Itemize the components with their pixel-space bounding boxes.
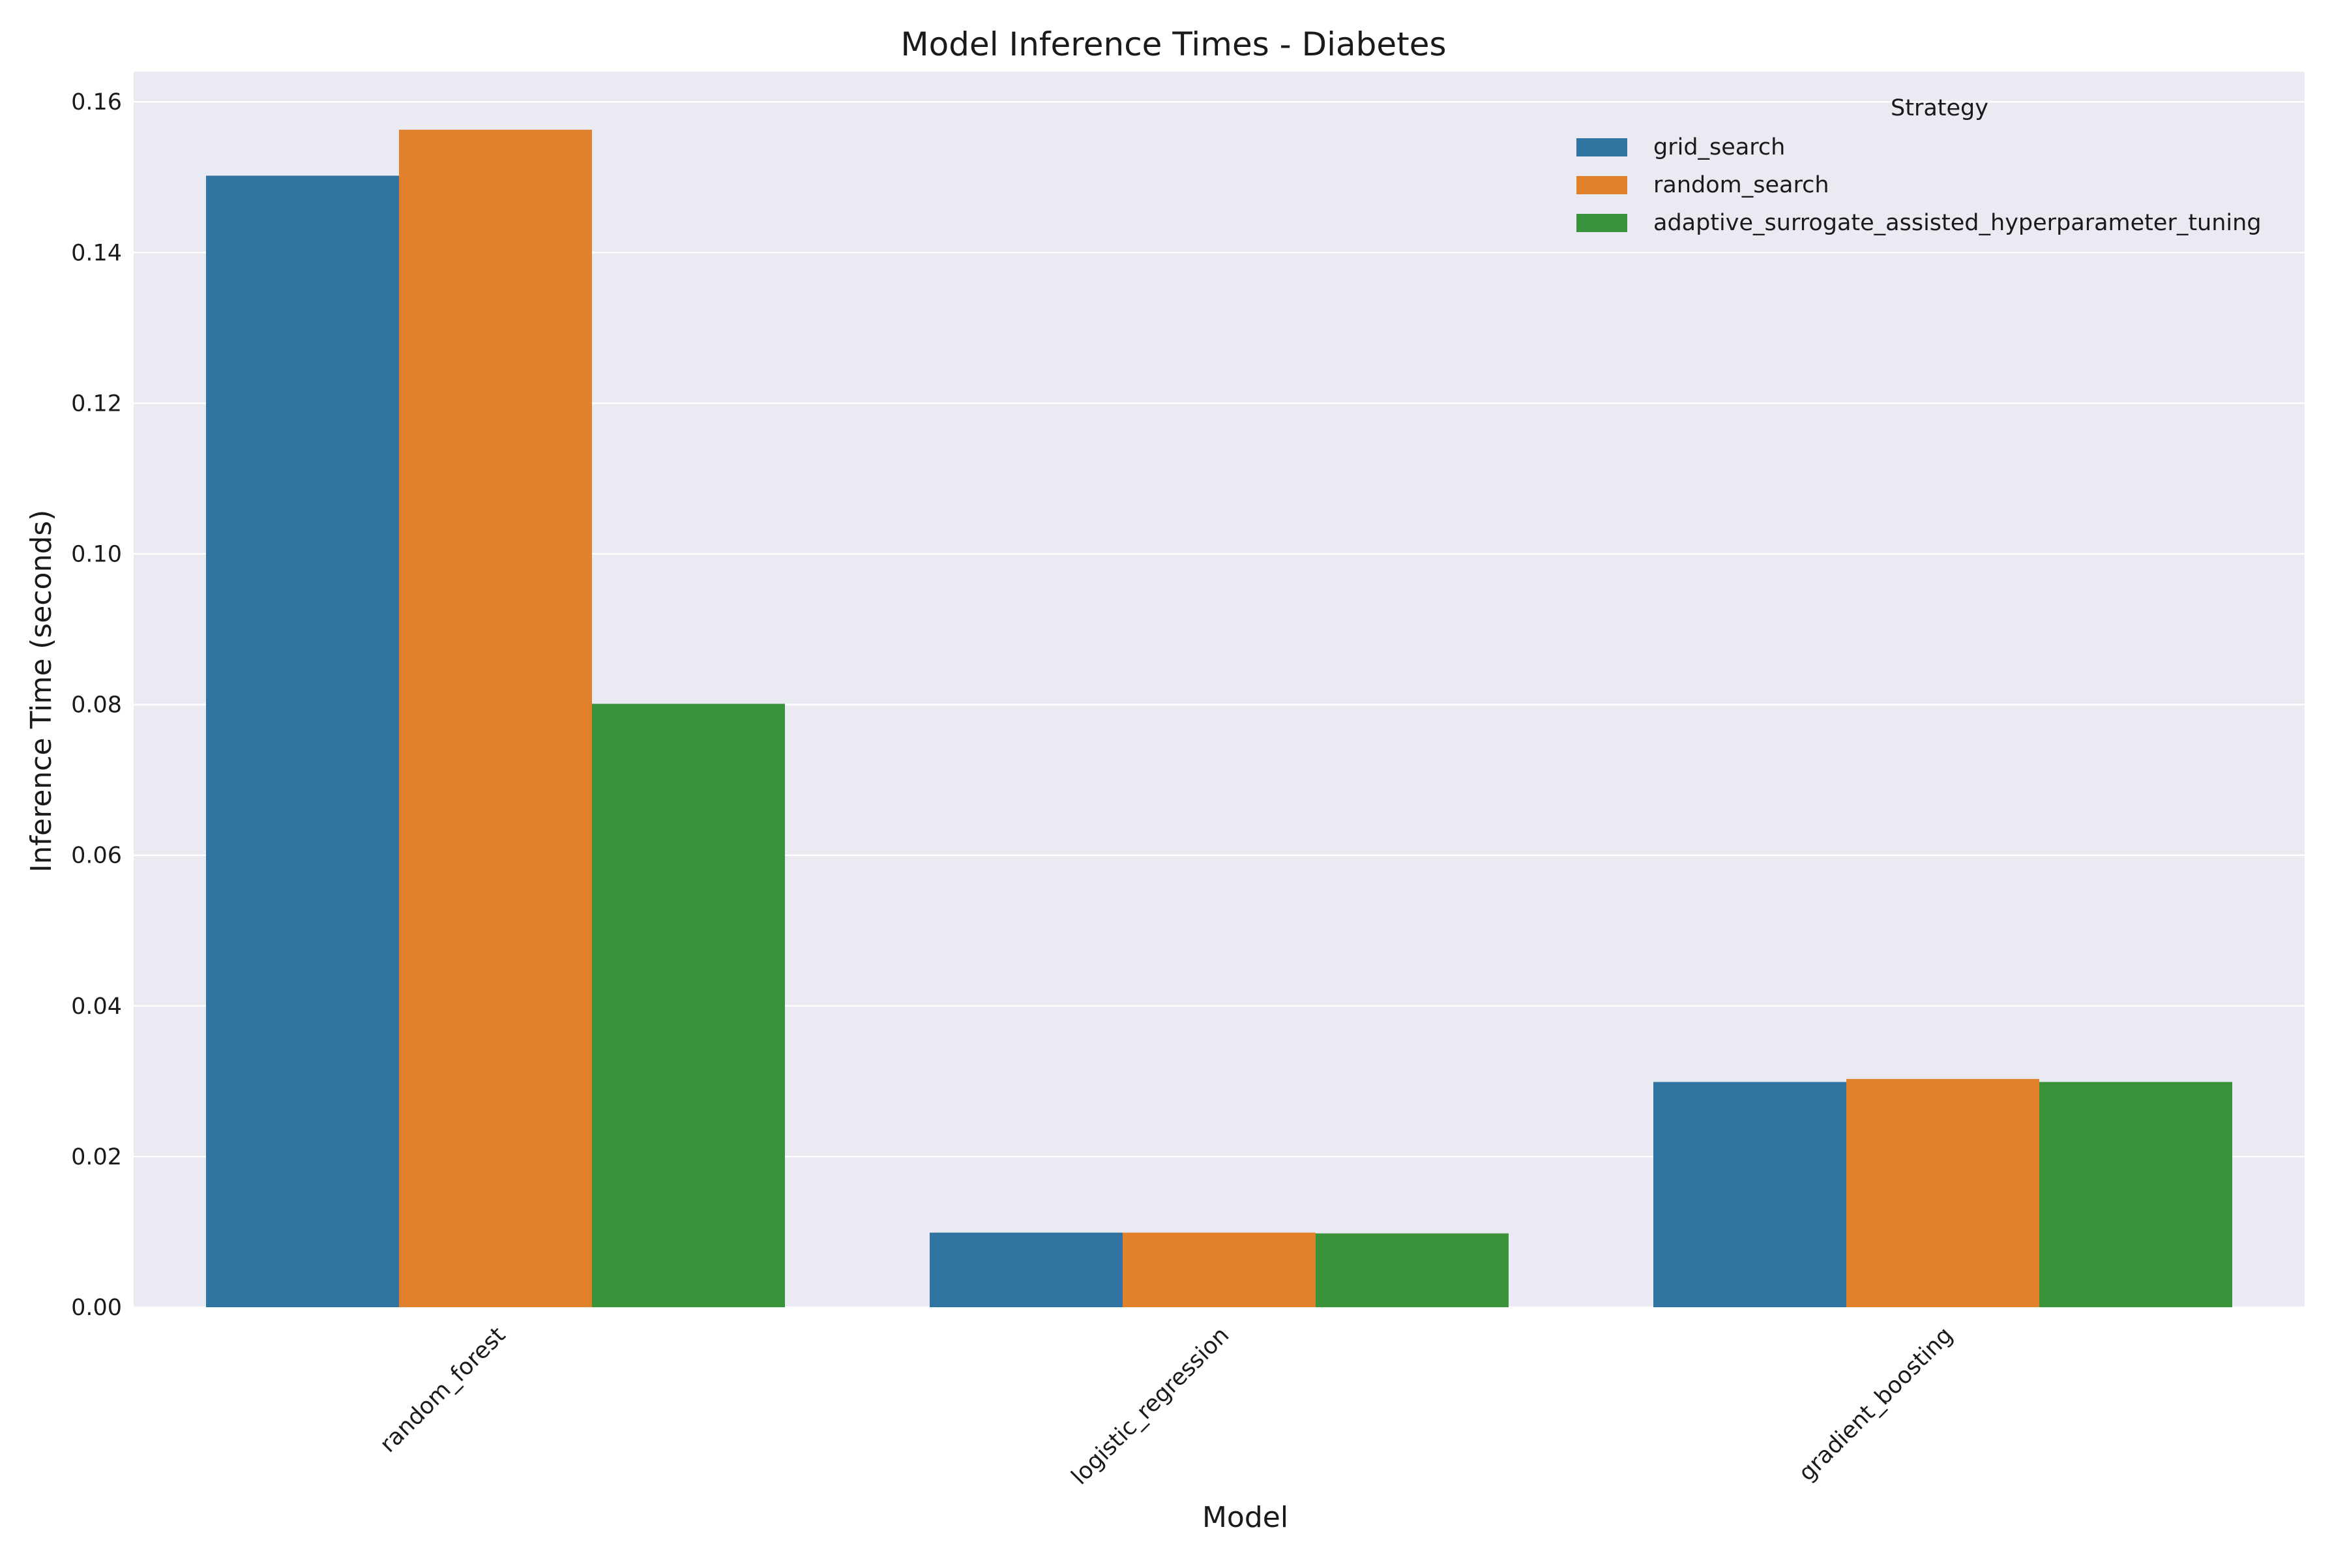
- legend-title: Strategy: [1891, 95, 1988, 121]
- bar-gradient_boosting-grid_search: [1653, 1082, 1846, 1307]
- bar-logistic_regression-adaptive_surrogate_assisted_hyperparameter_tuning: [1316, 1233, 1509, 1307]
- y-tick-label: 0.06: [71, 843, 122, 869]
- bar-random_forest-adaptive_surrogate_assisted_hyperparameter_tuning: [592, 703, 785, 1307]
- bar-random_forest-random_search: [399, 129, 592, 1308]
- legend-label: grid_search: [1653, 134, 1785, 160]
- y-axis-ticks: 0.00 0.02 0.04 0.06 0.08 0.10 0.12 0.14 0.16: [71, 89, 122, 1321]
- bar-logistic_regression-grid_search: [930, 1232, 1123, 1307]
- y-tick-label: 0.16: [71, 89, 122, 115]
- y-tick-label: 0.00: [71, 1295, 122, 1321]
- y-axis-label: Inference Time (seconds): [25, 510, 58, 873]
- legend-label: random_search: [1653, 172, 1829, 198]
- legend-swatch: [1576, 214, 1627, 232]
- bars: [206, 129, 2232, 1308]
- legend-swatch: [1576, 176, 1627, 194]
- bar-random_forest-grid_search: [206, 175, 399, 1308]
- legend-swatch: [1576, 138, 1627, 156]
- y-tick-label: 0.10: [71, 542, 122, 568]
- x-axis-label: Model: [1202, 1501, 1288, 1534]
- legend-items: grid_search random_search adaptive_surroga…: [1576, 134, 2262, 236]
- chart-title: Model Inference Times - Diabetes: [900, 25, 1446, 63]
- y-tick-label: 0.04: [71, 994, 122, 1020]
- bar-logistic_regression-random_search: [1123, 1232, 1316, 1307]
- legend-label: adaptive_surrogate_assisted_hyperparamet…: [1653, 210, 2262, 236]
- y-tick-label: 0.02: [71, 1144, 122, 1170]
- y-tick-label: 0.12: [71, 391, 122, 417]
- bar-gradient_boosting-random_search: [1846, 1078, 2039, 1307]
- bar-gradient_boosting-adaptive_surrogate_assisted_hyperparameter_tuning: [2039, 1082, 2232, 1307]
- y-tick-label: 0.14: [71, 240, 122, 266]
- y-tick-label: 0.08: [71, 692, 122, 718]
- legend: Strategy grid_search random_searchadaptiv…: [1576, 95, 2262, 236]
